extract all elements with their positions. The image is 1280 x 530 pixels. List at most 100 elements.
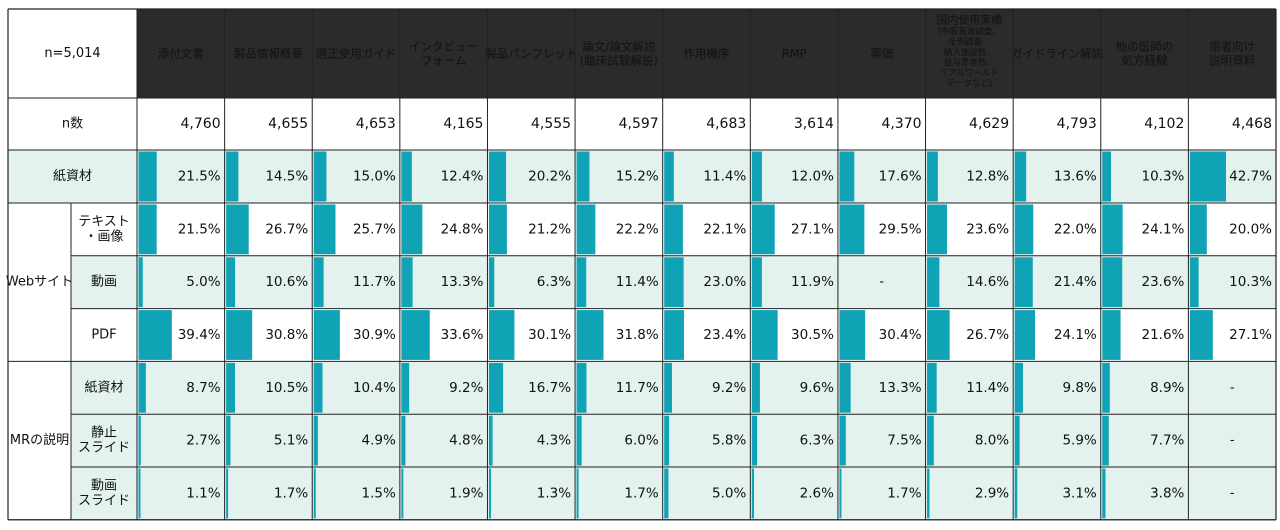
data-label: 11.7% — [353, 274, 396, 290]
column-header-label-line-0: 他の医師の — [1116, 40, 1174, 54]
bar — [576, 257, 587, 308]
column-header-sublabel: (市販直後調査、 — [938, 26, 1001, 37]
row-label-line-1: スライド — [78, 493, 130, 508]
data-label: 26.7% — [265, 221, 308, 237]
bar — [576, 204, 596, 255]
data-label: 2.6% — [800, 485, 834, 501]
data-label: 5.8% — [712, 433, 746, 449]
bar — [576, 310, 604, 360]
bar — [576, 415, 582, 466]
data-label: 10.4% — [353, 380, 396, 396]
bar — [401, 415, 406, 466]
bar — [401, 204, 423, 255]
bar — [226, 151, 239, 202]
bar — [488, 415, 493, 466]
data-label: 8.9% — [1150, 380, 1184, 396]
bar — [751, 362, 760, 413]
data-label: 8.7% — [186, 380, 220, 396]
data-label: 5.9% — [1062, 433, 1096, 449]
column-header-label-line-0: 論文/論文解説 — [582, 40, 655, 54]
bar — [138, 204, 157, 255]
bar — [488, 362, 504, 413]
n-value-label: 4,370 — [881, 116, 921, 132]
n-value-label: 4,760 — [181, 116, 221, 132]
data-label: 31.8% — [616, 327, 659, 343]
bar — [1014, 310, 1036, 360]
bar — [401, 151, 412, 202]
data-label: 21.5% — [178, 221, 221, 237]
data-label: 9.2% — [712, 380, 746, 396]
missing-value-label: - — [1230, 486, 1235, 501]
column-header-sublabel: 全例調査、 — [948, 36, 991, 47]
bar — [1102, 362, 1110, 413]
bar — [401, 257, 413, 308]
data-label: 6.3% — [537, 274, 571, 290]
group-label: 紙資材 — [53, 169, 92, 184]
bar — [1014, 204, 1034, 255]
bar — [138, 310, 172, 360]
column-header-label-line-1: (臨床試験解説) — [580, 54, 658, 68]
bar — [1014, 415, 1020, 466]
data-label: 14.6% — [966, 274, 1009, 290]
bar — [1014, 362, 1023, 413]
column-header-sublabel: 投与患者数、 — [944, 57, 995, 68]
data-label: 33.6% — [441, 327, 484, 343]
data-label: 15.2% — [616, 169, 659, 185]
row-label-line-0: 静止 — [91, 426, 117, 441]
data-label: 30.1% — [528, 327, 571, 343]
bar — [927, 257, 940, 308]
column-header-label-line-1: フォーム — [421, 54, 467, 68]
bar — [401, 362, 410, 413]
bar — [751, 310, 778, 360]
bar — [1102, 257, 1123, 308]
bar — [1189, 310, 1213, 360]
bar — [576, 151, 590, 202]
bar — [664, 415, 670, 466]
column-header-sublabel: 納入施設数、 — [944, 47, 995, 58]
data-label: 11.9% — [791, 274, 834, 290]
column-header-cell — [1013, 9, 1101, 98]
data-label: 1.9% — [449, 485, 483, 501]
data-label: 23.4% — [703, 327, 746, 343]
bar — [226, 257, 236, 308]
data-label: 6.3% — [800, 433, 834, 449]
bar — [664, 257, 684, 308]
data-label: 4.9% — [362, 433, 396, 449]
bar — [1014, 468, 1018, 519]
missing-value-label: - — [879, 275, 884, 290]
row-label-line-0: 紙資材 — [84, 380, 123, 395]
data-label: 13.3% — [879, 380, 922, 396]
bar — [313, 257, 324, 308]
data-label: 11.4% — [966, 380, 1009, 396]
column-header-label: 国内使用実績 — [936, 13, 1002, 27]
bar — [927, 151, 938, 202]
data-label: 4.8% — [449, 433, 483, 449]
data-label: 10.3% — [1229, 274, 1272, 290]
row-background — [71, 361, 1276, 415]
data-label: 17.6% — [879, 169, 922, 185]
bar — [226, 310, 253, 360]
data-label: 29.5% — [879, 221, 922, 237]
n-row-label: n数 — [62, 117, 83, 132]
bar — [927, 204, 948, 255]
bar — [839, 468, 842, 519]
data-label: 27.1% — [1229, 327, 1272, 343]
data-label: 10.5% — [265, 380, 308, 396]
data-label: 4.3% — [537, 433, 571, 449]
bar — [488, 310, 515, 360]
column-header-cell — [662, 9, 751, 98]
column-header-label-line-1: 処方経験 — [1122, 54, 1168, 68]
data-label: 9.8% — [1062, 380, 1096, 396]
column-header-cell — [312, 9, 400, 98]
bar — [1102, 310, 1121, 360]
data-label: 25.7% — [353, 221, 396, 237]
column-header-sublabel: データなど) — [946, 78, 992, 89]
data-label: 1.7% — [887, 485, 921, 501]
bar — [226, 468, 229, 519]
data-label: 21.4% — [1054, 274, 1097, 290]
n-value-label: 4,793 — [1057, 116, 1097, 132]
data-label: 13.6% — [1054, 169, 1097, 185]
column-header-label-line-0: インタビュー — [409, 40, 478, 54]
row-label-line-0: テキスト — [78, 214, 130, 229]
